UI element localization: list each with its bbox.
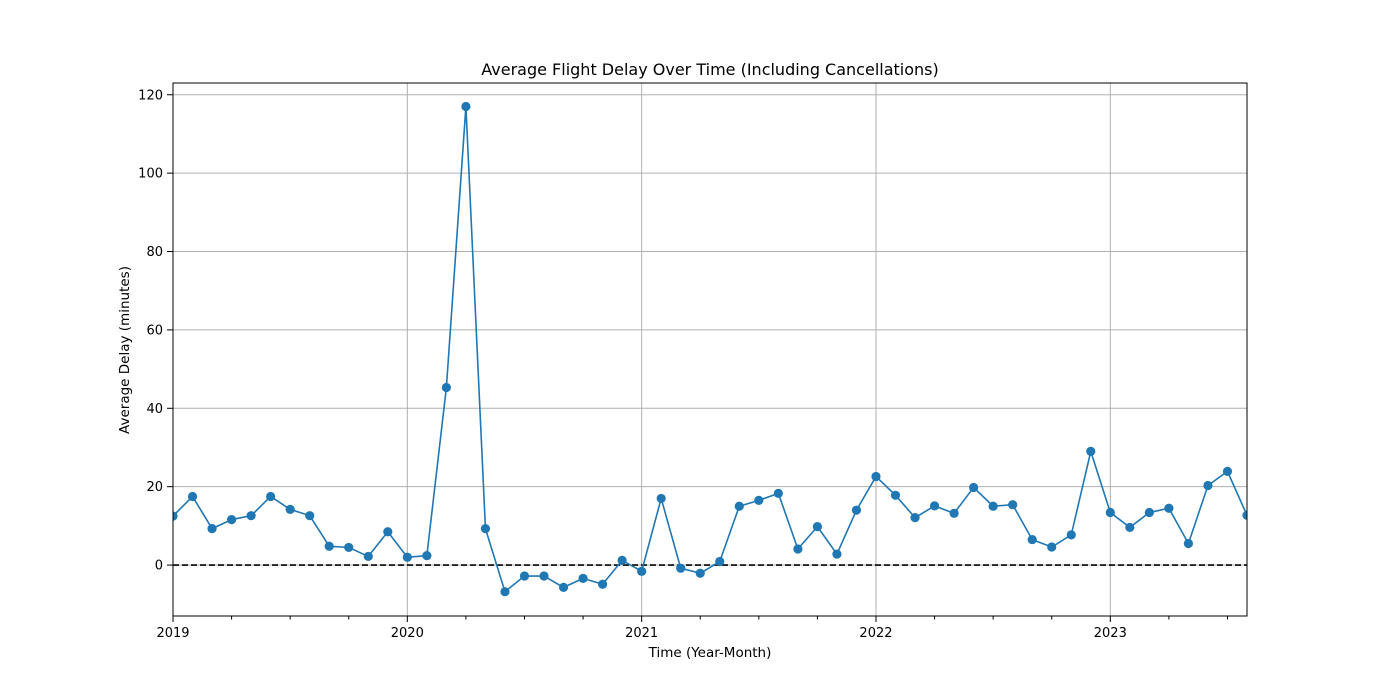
data-point-2020-06 — [500, 587, 510, 597]
data-point-2022-03 — [910, 513, 920, 523]
data-point-2021-07 — [754, 495, 764, 505]
data-point-2023-05 — [1183, 538, 1194, 549]
series-line-layer — [173, 105, 1247, 593]
data-point-2021-06 — [734, 501, 744, 511]
data-point-2020-03 — [441, 382, 451, 393]
data-point-2020-07 — [519, 571, 530, 581]
data-points — [173, 101, 1247, 597]
data-point-2022-05 — [949, 508, 959, 518]
data-point-2023-04 — [1164, 503, 1174, 513]
data-point-2023-01 — [1105, 507, 1115, 518]
y-tick-label-80: 80 — [146, 245, 163, 260]
grid-lines — [172, 83, 1247, 616]
data-point-2023-02 — [1125, 522, 1135, 533]
x-tick-label-2023: 2023 — [1094, 626, 1127, 641]
data-point-2022-10 — [1047, 542, 1057, 552]
x-tick-label-2021: 2021 — [625, 626, 658, 641]
y-tick-label-100: 100 — [138, 167, 163, 182]
data-point-2023-06 — [1203, 480, 1213, 491]
data-point-2022-08 — [1008, 500, 1018, 510]
data-point-2019-05 — [246, 511, 256, 521]
data-point-2023-08 — [1242, 510, 1247, 520]
plot-frame — [172, 82, 1248, 617]
data-point-2021-08 — [773, 488, 783, 498]
data-point-2019-02 — [187, 491, 198, 502]
data-point-2019-01 — [173, 511, 178, 521]
series-line — [173, 105, 1247, 593]
data-point-2019-09 — [324, 541, 334, 551]
y-tick-label-40: 40 — [146, 402, 163, 417]
data-point-2020-11 — [598, 579, 608, 589]
data-point-2020-08 — [539, 571, 549, 581]
y-axis-ticks: 0 20 40 60 80 100 120 — [138, 88, 173, 574]
data-point-2022-09 — [1027, 534, 1037, 545]
data-point-2022-12 — [1086, 446, 1096, 456]
y-tick-label-20: 20 — [146, 480, 163, 495]
y-tick-label-120: 120 — [138, 88, 163, 103]
data-point-2022-01 — [871, 471, 881, 482]
data-point-2020-09 — [558, 582, 569, 592]
data-point-2019-08 — [305, 511, 315, 521]
data-point-2021-02 — [656, 493, 666, 504]
data-point-2021-09 — [793, 544, 803, 554]
data-point-2022-11 — [1066, 530, 1076, 540]
data-point-2020-02 — [422, 551, 432, 561]
y-tick-label-60: 60 — [146, 323, 163, 338]
data-point-2021-04 — [695, 568, 705, 578]
data-point-2020-04 — [461, 101, 471, 112]
data-point-2023-07 — [1222, 466, 1233, 476]
data-point-2022-02 — [890, 490, 901, 500]
data-point-2019-07 — [285, 504, 295, 514]
x-axis-ticks: 2019 2020 2021 2022 2023 — [156, 616, 1228, 641]
x-axis-title: Time (Year-Month) — [648, 645, 772, 661]
data-point-2022-04 — [929, 501, 940, 511]
data-point-2021-05 — [715, 556, 725, 567]
data-point-2020-10 — [578, 573, 588, 583]
data-point-2021-01 — [637, 566, 647, 576]
data-point-2019-12 — [383, 527, 393, 537]
x-tick-label-2022: 2022 — [859, 626, 892, 641]
data-point-2019-06 — [266, 491, 276, 502]
data-point-2022-07 — [988, 501, 998, 511]
data-point-2020-12 — [617, 555, 627, 565]
data-point-2020-01 — [402, 552, 412, 562]
data-point-2021-03 — [676, 563, 686, 573]
data-point-2021-12 — [851, 505, 862, 515]
data-point-2021-10 — [812, 522, 823, 532]
data-point-2021-11 — [832, 549, 842, 559]
data-point-2019-11 — [363, 551, 373, 562]
data-point-2019-04 — [226, 514, 237, 525]
data-point-2023-03 — [1144, 507, 1154, 518]
data-point-2022-06 — [969, 482, 979, 493]
data-point-2020-05 — [480, 524, 491, 534]
chart-title: Average Flight Delay Over Time (Includin… — [481, 60, 938, 79]
data-point-2019-03 — [207, 524, 217, 534]
x-tick-label-2019: 2019 — [156, 626, 189, 641]
y-axis-title: Average Delay (minutes) — [117, 266, 133, 434]
data-point-2019-10 — [344, 542, 354, 553]
x-tick-label-2020: 2020 — [391, 626, 424, 641]
y-tick-label-0: 0 — [155, 559, 163, 574]
